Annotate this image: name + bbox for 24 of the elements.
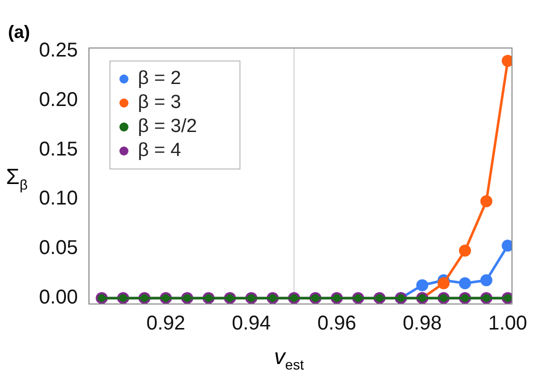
x-axis-title: v$_{est}$ <box>273 344 305 372</box>
x-tick-label: 1.00 <box>488 312 528 335</box>
x-tick-label: 0.94 <box>232 312 271 335</box>
legend-label: β = 2 <box>138 68 182 90</box>
point <box>480 195 492 208</box>
y-tick-label: 0.00 <box>38 286 78 309</box>
y-tick-label: 0.05 <box>38 237 78 260</box>
x-tick-label: 0.98 <box>402 312 442 335</box>
legend-label: β = 3 <box>138 92 182 114</box>
point <box>480 274 492 286</box>
point <box>458 244 471 257</box>
x-tick-label: 0.96 <box>317 312 356 335</box>
y-tick-label: 0.20 <box>38 88 78 111</box>
point <box>458 277 471 290</box>
y-tick-label: 0.10 <box>38 188 78 210</box>
legend-label: β = 4 <box>138 140 182 162</box>
point <box>438 277 450 290</box>
y-tick-label: 0.15 <box>38 138 78 160</box>
point <box>416 279 428 292</box>
x-tick-label: 0.92 <box>146 312 186 335</box>
y-tick-label: 0.25 <box>38 39 78 62</box>
y-axis-title: Σ$_{β}$ <box>6 164 28 192</box>
legend-label: β = 3/2 <box>138 116 197 138</box>
chart-title: (a) <box>8 22 30 43</box>
